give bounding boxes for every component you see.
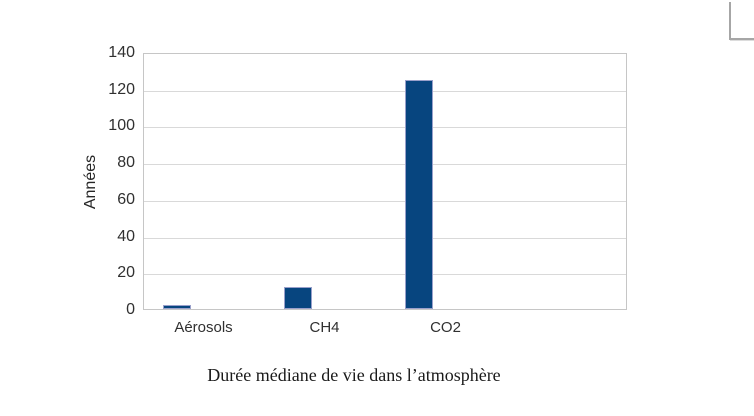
y-tick-label: 40 bbox=[117, 227, 135, 245]
bar-co2 bbox=[405, 80, 433, 309]
bar-ch4 bbox=[284, 287, 312, 309]
gridline bbox=[144, 164, 626, 166]
y-tick-label: 120 bbox=[108, 80, 135, 98]
x-category-label: CH4 bbox=[309, 319, 340, 336]
y-tick-label: 20 bbox=[117, 264, 135, 282]
y-tick-label: 60 bbox=[117, 190, 135, 208]
y-tick-label: 100 bbox=[108, 117, 135, 135]
gridline bbox=[144, 200, 626, 202]
gridline bbox=[144, 127, 626, 129]
y-tick-label: 140 bbox=[108, 44, 135, 61]
gridline bbox=[144, 274, 626, 276]
y-tick-label: 80 bbox=[117, 154, 135, 172]
gridline bbox=[144, 237, 626, 239]
gridline bbox=[144, 90, 626, 92]
chart-caption: Durée médiane de vie dans l’atmosphère bbox=[207, 365, 501, 385]
y-tick-label: 0 bbox=[126, 301, 135, 318]
bar-aérosols bbox=[163, 305, 191, 309]
x-category-label: Aérosols bbox=[174, 319, 233, 336]
page-corner-icon bbox=[729, 2, 754, 40]
y-axis-title: Années bbox=[82, 154, 99, 210]
plot-area bbox=[143, 53, 627, 310]
x-category-label: CO2 bbox=[430, 319, 461, 336]
